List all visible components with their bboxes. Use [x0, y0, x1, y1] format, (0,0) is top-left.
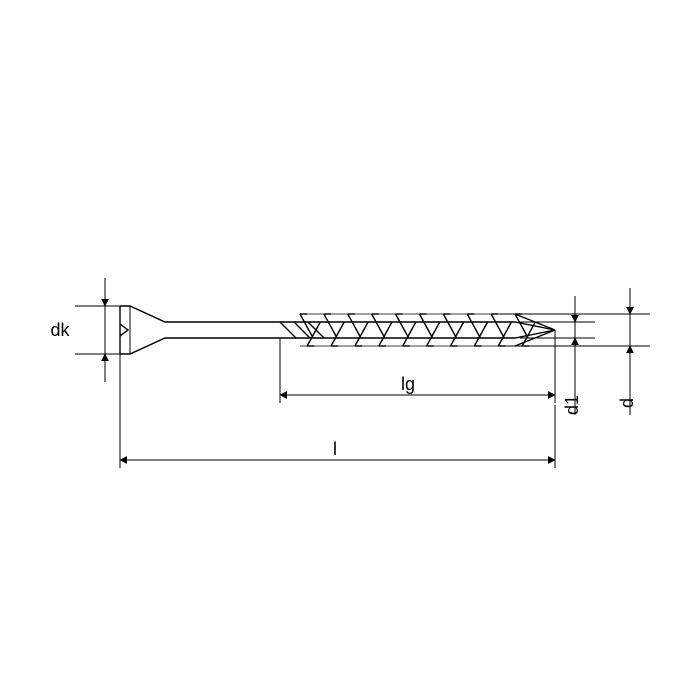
label-dk: dk	[50, 320, 70, 340]
label-d: d	[617, 398, 637, 408]
thread-flank	[396, 314, 409, 338]
drive-recess	[120, 324, 128, 336]
thread-flank	[324, 314, 337, 338]
thread-flank	[307, 322, 320, 346]
thread-flank	[474, 322, 487, 346]
thread-flank	[419, 314, 432, 338]
thread-flank	[403, 322, 416, 346]
screw-top-outline	[120, 306, 555, 330]
screw-diagram: dk lg l d1 d	[0, 0, 700, 700]
thread-flank	[467, 314, 480, 338]
thread-flank	[348, 314, 361, 338]
thread-flank	[443, 314, 456, 338]
thread-flank	[491, 314, 504, 338]
thread-flank	[515, 314, 528, 338]
label-d1: d1	[562, 395, 582, 415]
thread-flank	[379, 322, 392, 346]
milling-rib	[294, 322, 310, 338]
thread-flank	[427, 322, 440, 346]
label-l: l	[333, 439, 337, 459]
label-lg: lg	[401, 374, 415, 394]
thread-flank	[498, 322, 511, 346]
thread-flank	[451, 322, 464, 346]
thread-flank	[331, 322, 344, 346]
milling-rib	[280, 322, 296, 338]
thread-flank	[372, 314, 385, 338]
thread-flank	[355, 322, 368, 346]
